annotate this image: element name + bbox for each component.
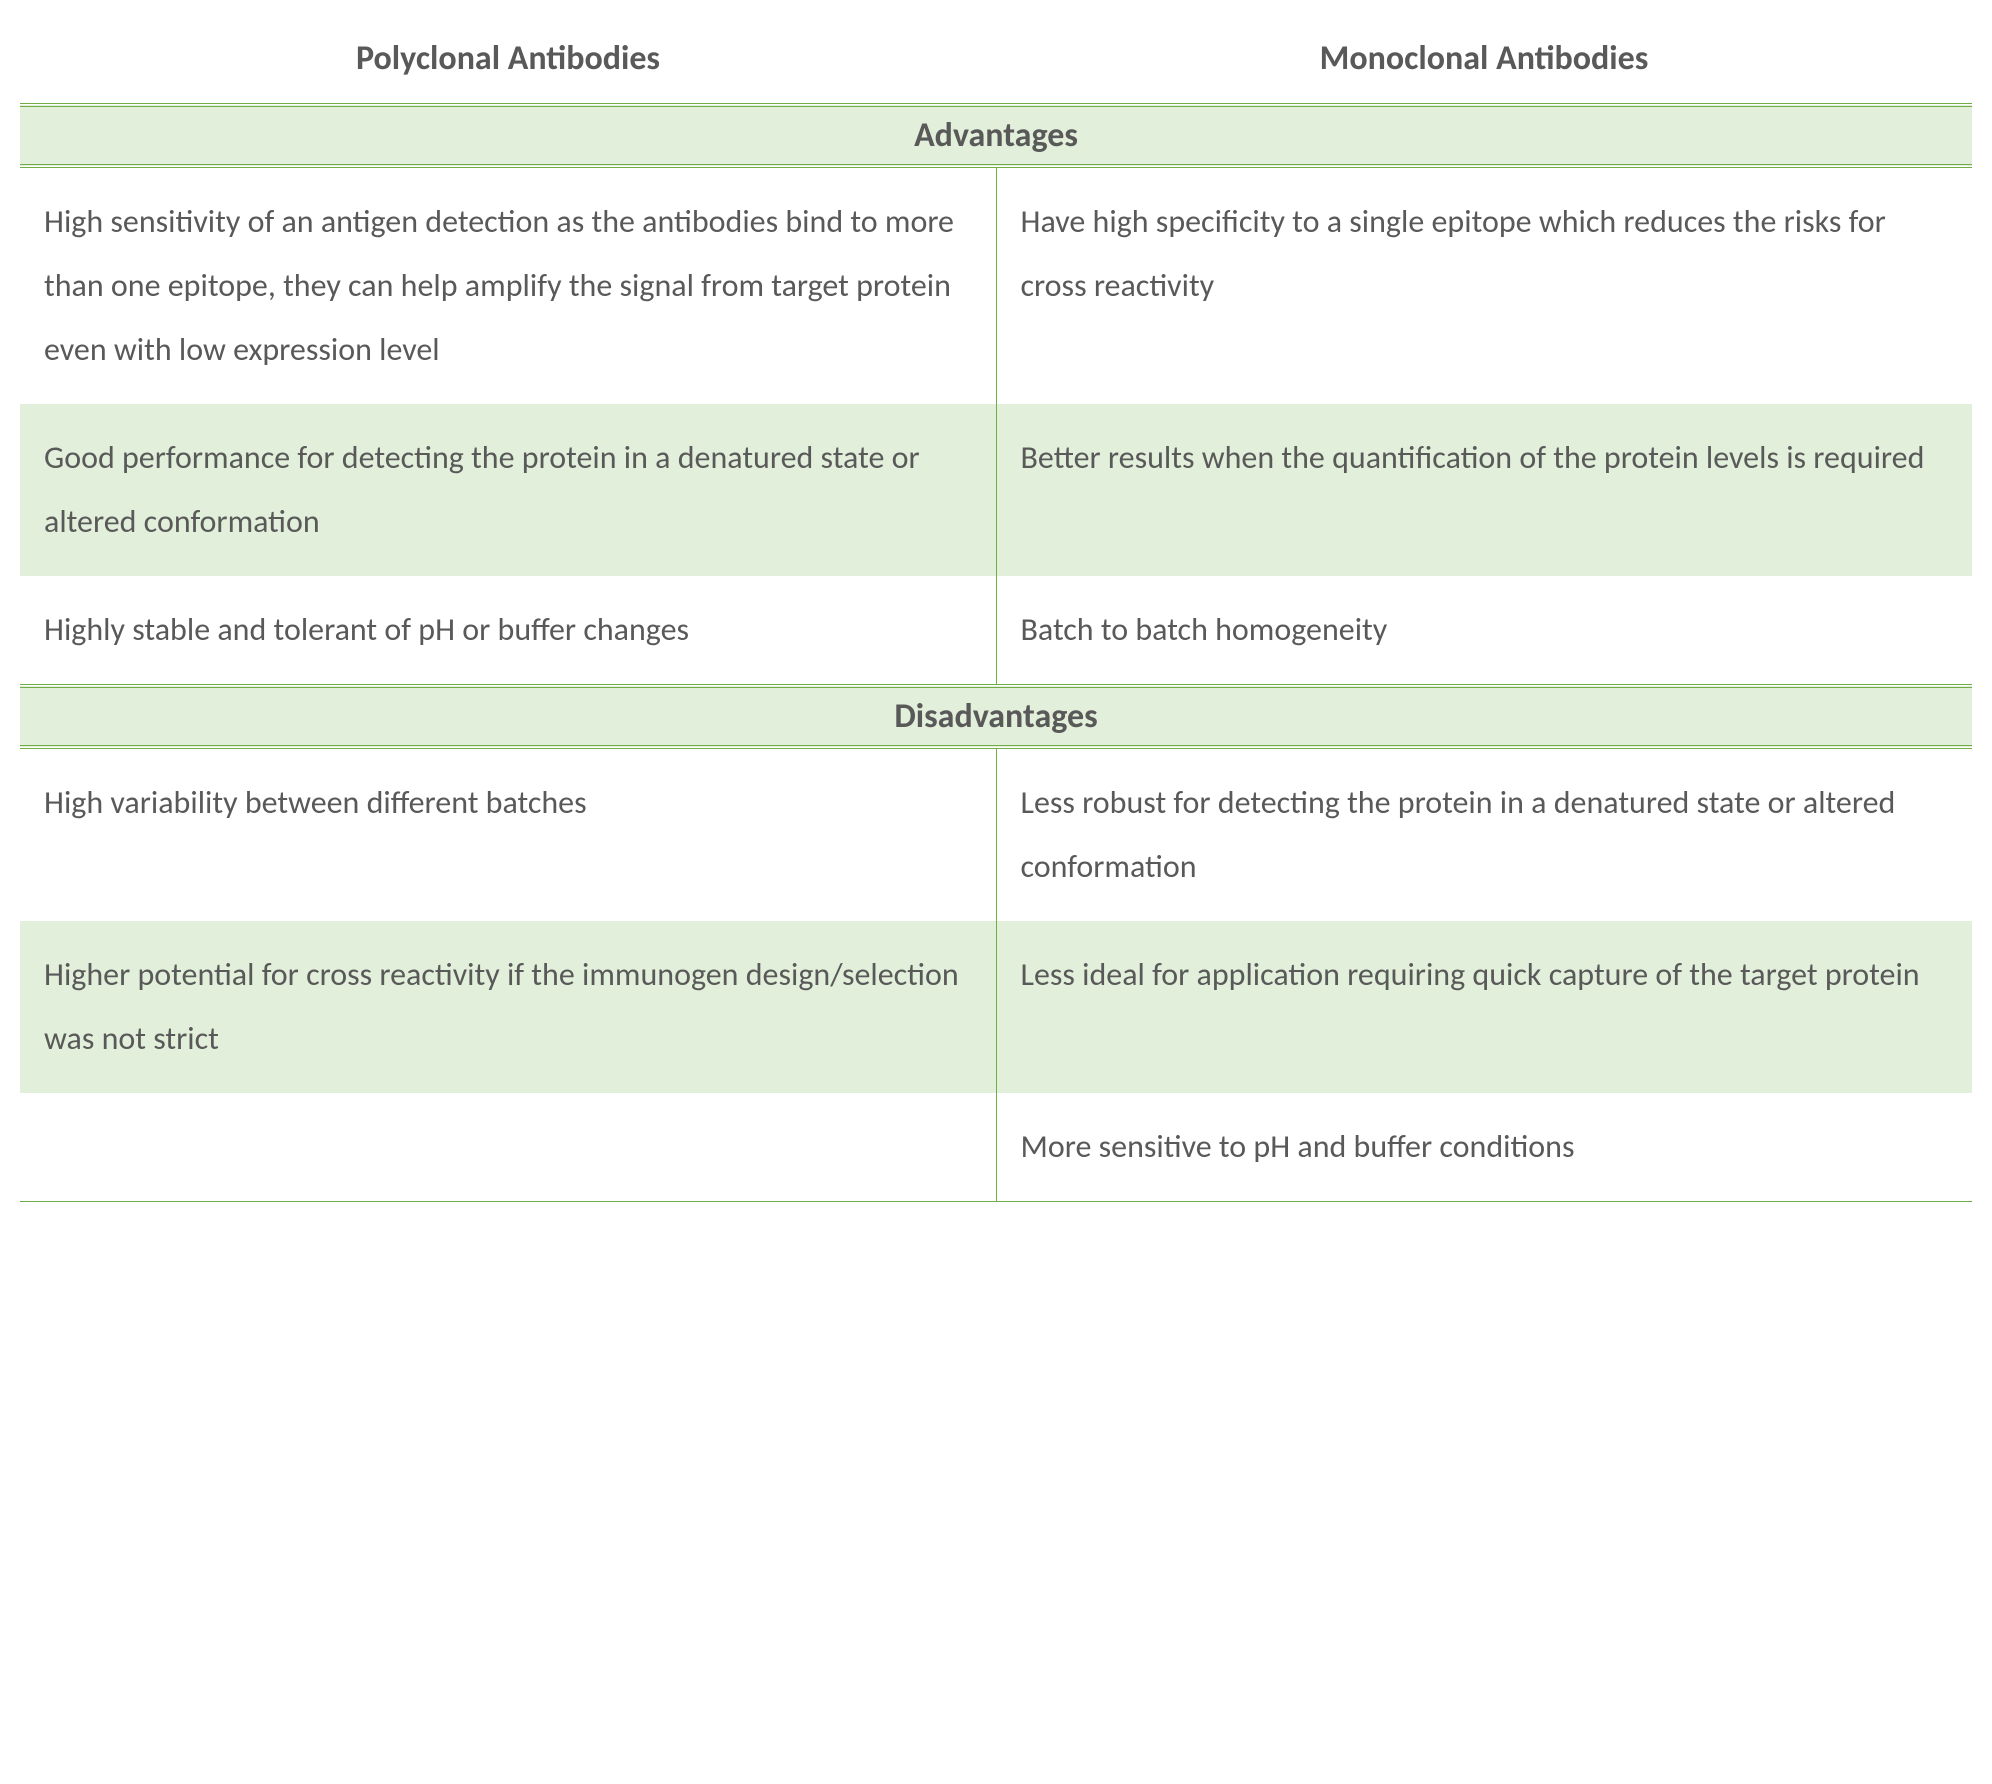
section-header-disadvantages: Disadvantages <box>20 686 1972 747</box>
cell-right: Batch to batch homogeneity <box>996 576 1972 686</box>
table-row: Highly stable and tolerant of pH or buff… <box>20 576 1972 686</box>
table-row: High sensitivity of an antigen detection… <box>20 166 1972 404</box>
table-row: High variability between different batch… <box>20 747 1972 921</box>
section-header-advantages: Advantages <box>20 105 1972 166</box>
table-row: Higher potential for cross reactivity if… <box>20 921 1972 1093</box>
section-title: Advantages <box>20 105 1972 166</box>
table-row: Good performance for detecting the prote… <box>20 404 1972 576</box>
cell-right: Better results when the quantification o… <box>996 404 1972 576</box>
cell-right: More sensitive to pH and buffer conditio… <box>996 1093 1972 1202</box>
table-row: More sensitive to pH and buffer conditio… <box>20 1093 1972 1202</box>
cell-right: Less ideal for application requiring qui… <box>996 921 1972 1093</box>
cell-left <box>20 1093 996 1202</box>
cell-left: High sensitivity of an antigen detection… <box>20 166 996 404</box>
column-header-row: Polyclonal Antibodies Monoclonal Antibod… <box>20 20 1972 105</box>
cell-left: Highly stable and tolerant of pH or buff… <box>20 576 996 686</box>
section-title: Disadvantages <box>20 686 1972 747</box>
column-header-right: Monoclonal Antibodies <box>996 20 1972 105</box>
column-header-left: Polyclonal Antibodies <box>20 20 996 105</box>
antibody-comparison-table: Polyclonal Antibodies Monoclonal Antibod… <box>20 20 1972 1202</box>
cell-left: High variability between different batch… <box>20 747 996 921</box>
cell-right: Less robust for detecting the protein in… <box>996 747 1972 921</box>
cell-right: Have high specificity to a single epitop… <box>996 166 1972 404</box>
cell-left: Higher potential for cross reactivity if… <box>20 921 996 1093</box>
cell-left: Good performance for detecting the prote… <box>20 404 996 576</box>
